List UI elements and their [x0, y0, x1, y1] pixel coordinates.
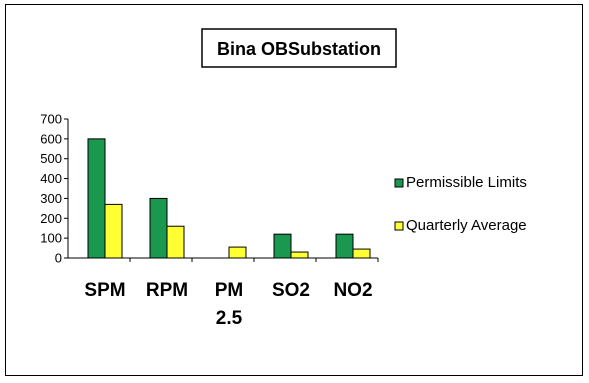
category-label: SPM: [84, 280, 125, 301]
y-tick-label: 400: [40, 171, 62, 186]
y-tick-label: 700: [40, 112, 62, 127]
legend-swatch-quarterly: [394, 221, 404, 231]
bar-quarterly-0: [104, 203, 123, 259]
category-label: PM 2.5: [215, 280, 244, 329]
category-label-line: SO2: [272, 280, 310, 301]
category-label-line: 2.5: [216, 308, 243, 329]
category-label-line: RPM: [146, 280, 188, 301]
y-tick-label: 300: [40, 191, 62, 206]
bar-permissible-4: [335, 233, 354, 259]
category-label-line: NO2: [333, 280, 372, 301]
bar-permissible-0: [87, 138, 106, 259]
category-label: SO2: [272, 280, 310, 301]
category-label-line: PM: [215, 280, 244, 301]
chart-svg: Bina OBSubstation 0 100 200 300 400 500 600 700…: [40, 28, 527, 329]
y-tick-label: 600: [40, 131, 62, 146]
bar-quarterly-2: [228, 246, 247, 259]
chart-title-box: Bina OBSubstation: [201, 28, 397, 68]
bar-permissible-1: [149, 197, 168, 259]
legend: Permissible Limits Quarterly Average: [394, 174, 527, 234]
y-tick-label: 0: [55, 251, 62, 266]
y-tick-label: 100: [40, 231, 62, 246]
y-tick-label: 200: [40, 211, 62, 226]
bar-permissible-3: [273, 233, 292, 259]
plot-area: 0 100 200 300 400 500 600 700 SPM RPM PM 2.5 SO2 NO2: [40, 112, 379, 329]
bar-quarterly-3: [290, 251, 309, 259]
legend-label-permissible: Permissible Limits: [406, 174, 527, 191]
category-label: NO2: [333, 280, 372, 301]
chart-title: Bina OBSubstation: [217, 39, 381, 59]
category-label-line: SPM: [84, 280, 125, 301]
category-label: RPM: [146, 280, 188, 301]
legend-label-quarterly: Quarterly Average: [406, 217, 527, 234]
legend-swatch-permissible: [394, 178, 404, 188]
y-tick-label: 500: [40, 151, 62, 166]
chart-frame: Bina OBSubstation 0 100 200 300 400 500 600 700…: [5, 4, 583, 376]
bar-quarterly-4: [352, 248, 371, 259]
bar-quarterly-1: [166, 225, 185, 259]
title-box-border: [201, 28, 397, 68]
